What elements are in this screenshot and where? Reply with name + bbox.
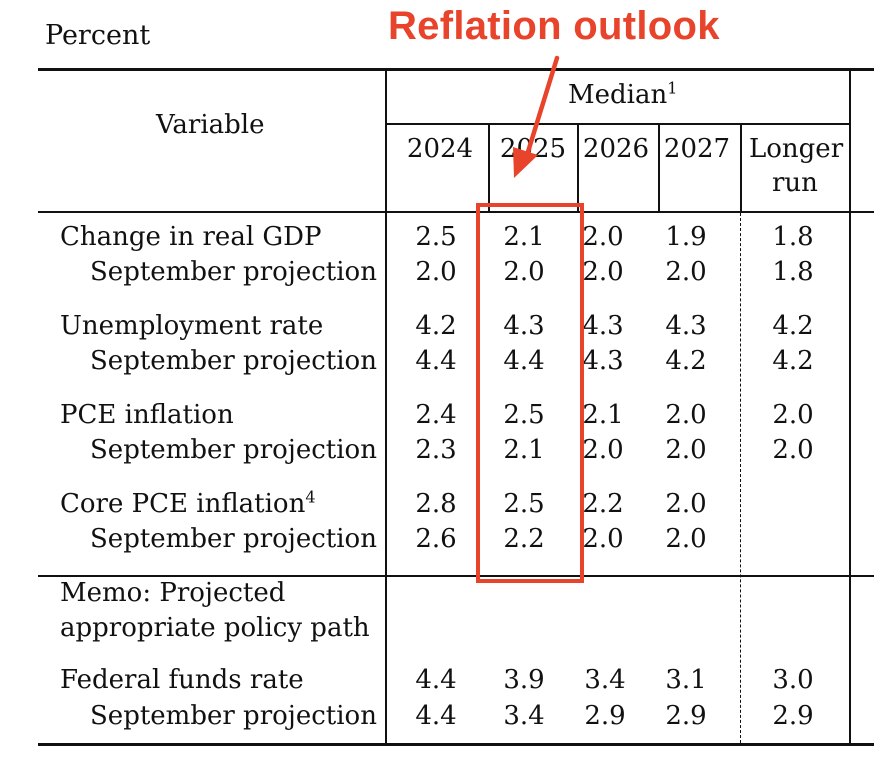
- value-longer-run: 2.0: [772, 435, 814, 465]
- value-longer-run: 2.9: [772, 701, 814, 731]
- value-2025: 4.4: [503, 346, 545, 376]
- row-label: September projection: [90, 701, 377, 731]
- value-2024: 2.8: [415, 489, 457, 519]
- median-footnote: 1: [667, 78, 678, 98]
- year-divider-1: [488, 123, 490, 211]
- row-label: September projection: [90, 346, 377, 376]
- value-2024: 2.0: [415, 257, 457, 287]
- value-longer-run: 1.8: [772, 257, 814, 287]
- row-label: September projection: [90, 524, 377, 554]
- value-2025: 3.4: [503, 701, 545, 731]
- value-2027: 4.3: [665, 311, 707, 341]
- value-2026: 2.0: [582, 435, 624, 465]
- value-2027: 2.0: [665, 489, 707, 519]
- value-2026: 2.0: [582, 524, 624, 554]
- longer-run-header-line1: Longer: [749, 134, 844, 164]
- value-2027: 1.9: [665, 222, 707, 252]
- value-2025: 2.0: [503, 257, 545, 287]
- year-header-2024: 2024: [406, 134, 474, 164]
- highlight-box-2025: [476, 203, 584, 583]
- longer-run-header-line2: run: [772, 168, 818, 198]
- value-longer-run: 2.0: [772, 400, 814, 430]
- value-2027: 2.0: [665, 435, 707, 465]
- row-label: PCE inflation: [60, 400, 234, 430]
- right-column-divider: [849, 68, 851, 745]
- memo-heading-line2: appropriate policy path: [60, 613, 370, 643]
- value-2026: 4.3: [582, 311, 624, 341]
- median-header: Median1: [568, 80, 677, 110]
- longer-run-dashed-divider: [740, 213, 741, 743]
- value-2024: 4.4: [415, 701, 457, 731]
- value-2026: 3.4: [584, 665, 626, 695]
- value-2024: 2.6: [415, 524, 457, 554]
- value-2027: 2.0: [665, 400, 707, 430]
- value-longer-run: 1.8: [772, 222, 814, 252]
- value-2025: 2.5: [503, 489, 545, 519]
- value-longer-run: 4.2: [772, 311, 814, 341]
- value-longer-run: 3.0: [772, 665, 814, 695]
- value-2025: 2.1: [503, 222, 545, 252]
- value-2026: 4.3: [582, 346, 624, 376]
- value-2024: 4.4: [415, 665, 457, 695]
- value-2027: 2.9: [665, 701, 707, 731]
- value-2025: 2.1: [503, 435, 545, 465]
- year-divider-4: [740, 123, 742, 211]
- value-2026: 2.9: [584, 701, 626, 731]
- memo-separator-rule: [38, 575, 874, 577]
- variable-column-divider: [385, 68, 387, 745]
- value-2027: 4.2: [665, 346, 707, 376]
- row-label: Unemployment rate: [60, 311, 324, 341]
- value-2026: 2.2: [582, 489, 624, 519]
- value-2025: 4.3: [503, 311, 545, 341]
- table-bottom-rule: [38, 743, 874, 746]
- value-2024: 4.4: [415, 346, 457, 376]
- row-label: Change in real GDP: [60, 222, 322, 252]
- value-2027: 3.1: [665, 665, 707, 695]
- value-2025: 2.5: [503, 400, 545, 430]
- median-header-text: Median: [568, 80, 668, 110]
- value-2024: 4.2: [415, 311, 457, 341]
- annotation-title: Reflation outlook: [388, 4, 720, 48]
- median-underline: [386, 123, 850, 125]
- row-label: Core PCE inflation4: [60, 489, 316, 519]
- unit-label: Percent: [45, 20, 151, 51]
- year-header-2026: 2026: [582, 134, 650, 164]
- value-2025: 3.9: [503, 665, 545, 695]
- row-label: September projection: [90, 435, 377, 465]
- row-label: Federal funds rate: [60, 665, 304, 695]
- value-2027: 2.0: [665, 524, 707, 554]
- header-bottom-rule: [38, 211, 874, 213]
- value-2024: 2.3: [415, 435, 457, 465]
- value-2027: 2.0: [665, 257, 707, 287]
- value-2024: 2.4: [415, 400, 457, 430]
- year-header-2027: 2027: [663, 134, 731, 164]
- value-2024: 2.5: [415, 222, 457, 252]
- year-divider-2: [577, 123, 579, 211]
- row-footnote: 4: [305, 487, 316, 507]
- value-2026: 2.0: [582, 257, 624, 287]
- value-2026: 2.1: [582, 400, 624, 430]
- memo-heading-line1: Memo: Projected: [60, 578, 286, 608]
- row-label: September projection: [90, 257, 377, 287]
- table-top-rule: [38, 68, 874, 71]
- variable-header: Variable: [156, 110, 265, 140]
- value-2026: 2.0: [582, 222, 624, 252]
- year-divider-3: [658, 123, 660, 211]
- value-longer-run: 4.2: [772, 346, 814, 376]
- row-label-text: Core PCE inflation: [60, 489, 306, 519]
- value-2025: 2.2: [503, 524, 545, 554]
